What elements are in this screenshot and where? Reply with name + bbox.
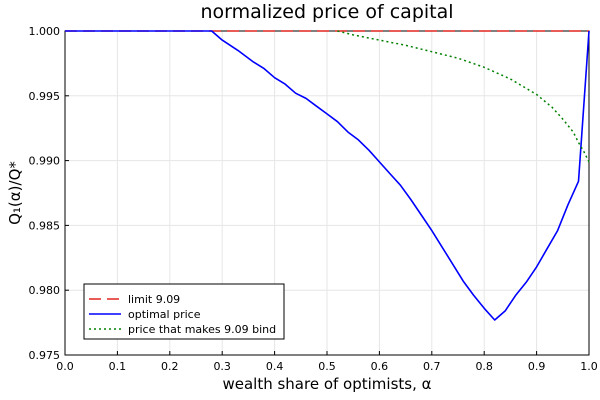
x-tick-label: 0.2 — [161, 360, 179, 373]
x-tick-label: 1.0 — [580, 360, 598, 373]
y-tick-label: 0.980 — [29, 284, 61, 297]
x-tick-label: 0.7 — [423, 360, 441, 373]
x-tick-label: 0.8 — [475, 360, 493, 373]
y-tick-label: 0.990 — [29, 155, 61, 168]
series-layer — [65, 30, 590, 321]
y-tick-label: 0.985 — [29, 219, 61, 232]
legend-label-2: price that makes 9.09 bind — [128, 323, 276, 336]
y-tick-label: 0.995 — [29, 90, 61, 103]
legend: limit 9.09 optimal price price that makes … — [83, 283, 285, 340]
y-tick-label: 0.975 — [29, 349, 61, 362]
chart-title: normalized price of capital — [200, 1, 453, 23]
legend-box — [83, 283, 285, 340]
x-tick-label: 0.9 — [528, 360, 546, 373]
x-tick-label: 0.3 — [213, 360, 231, 373]
legend-label-0: limit 9.09 — [128, 293, 180, 306]
x-tick-label: 0.4 — [266, 360, 284, 373]
x-tick-label: 0.0 — [56, 360, 74, 373]
series-line-1 — [65, 30, 590, 321]
x-tick-label: 0.6 — [371, 360, 389, 373]
y-axis-title: Q₁(α)/Q* — [6, 161, 24, 225]
x-axis-title: wealth share of optimists, α — [222, 375, 431, 393]
ticks: 0.0 0.1 0.2 0.3 0.4 0.5 0.6 0.7 0.8 0.9 1.0 0.975 0.… — [29, 25, 598, 373]
x-tick-label: 0.5 — [318, 360, 336, 373]
y-tick-label: 1.000 — [29, 25, 61, 38]
x-tick-label: 0.1 — [109, 360, 127, 373]
legend-label-1: optimal price — [128, 308, 201, 321]
series-line-2 — [337, 30, 590, 163]
